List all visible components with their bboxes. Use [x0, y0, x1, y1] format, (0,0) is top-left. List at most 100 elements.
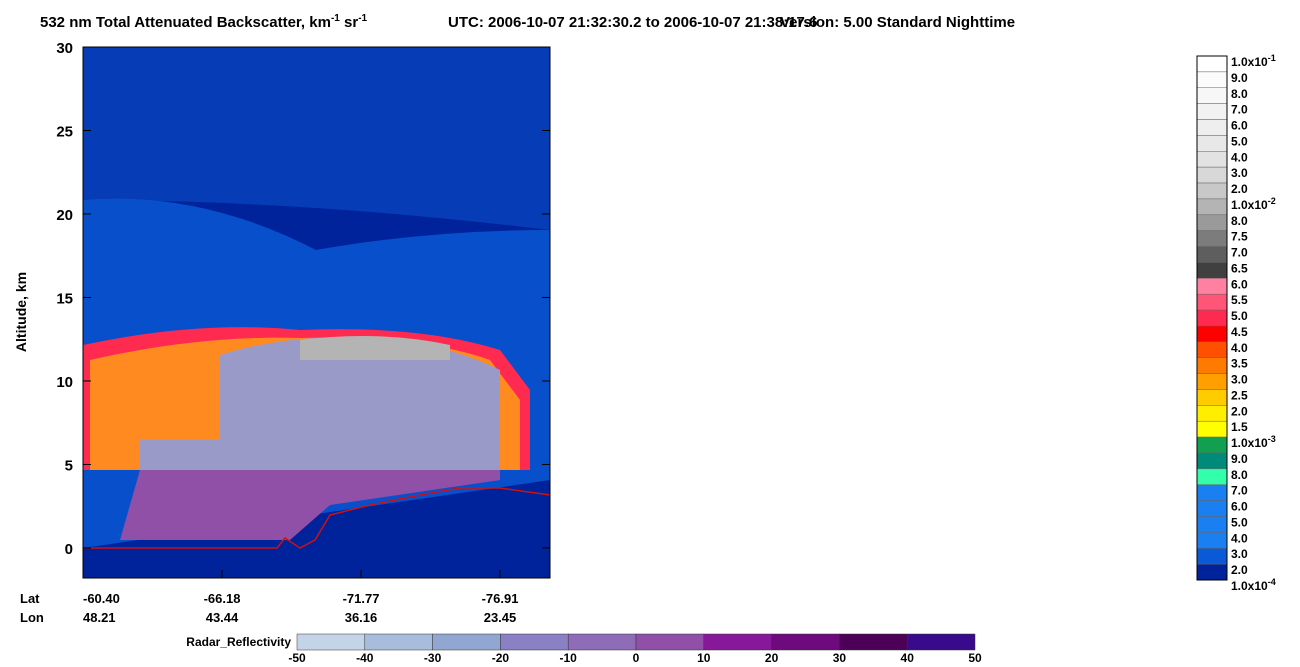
colorbar-label: 2.0 — [1231, 182, 1248, 196]
utc-range: UTC: 2006-10-07 21:32:30.2 to 2006-10-07… — [448, 14, 817, 31]
y-tick-label: 20 — [56, 207, 73, 224]
colorbar-box — [1196, 309, 1228, 327]
colorbar-label: 5.0 — [1231, 309, 1248, 323]
colorbar-label-exp: -3 — [1268, 434, 1276, 444]
radar-tick-label: 0 — [633, 651, 640, 665]
chart-title: 532 nm Total Attenuated Backscatter, km-… — [40, 13, 368, 31]
colorbar-label: 6.0 — [1231, 119, 1248, 133]
lon-label: 36.16 — [345, 610, 378, 625]
colorbar-label: 4.5 — [1231, 325, 1248, 339]
colorbar-box — [1196, 436, 1228, 454]
lat-label: -71.77 — [343, 591, 380, 606]
radar-box — [567, 633, 637, 651]
version: Version: 5.00 Standard Nighttime — [780, 14, 1015, 31]
colorbar-box — [1196, 516, 1228, 533]
colorbar-label: 1.0x10-1 — [1231, 53, 1276, 69]
colorbar-box — [1196, 563, 1228, 581]
colorbar-box — [1196, 278, 1228, 295]
noise-field — [83, 47, 550, 230]
lon-label: 48.21 — [83, 610, 116, 625]
y-tick-label: 30 — [56, 40, 73, 57]
colorbar-box — [1196, 532, 1228, 549]
colorbar-label: 7.0 — [1231, 246, 1248, 260]
colorbar-box — [1196, 325, 1228, 343]
colorbar-label: 1.0x10-3 — [1231, 434, 1276, 450]
colorbar-box — [1196, 262, 1228, 279]
radar-box — [635, 633, 705, 651]
colorbar-box — [1196, 500, 1228, 517]
colorbar-box — [1196, 103, 1228, 120]
cloud-body — [140, 337, 500, 500]
colorbar-label: 8.0 — [1231, 468, 1248, 482]
colorbar-label: 2.0 — [1231, 404, 1248, 418]
colorbar-label-exp: -1 — [1268, 53, 1276, 63]
y-tick-label: 15 — [56, 290, 73, 307]
colorbar-label: 3.0 — [1231, 547, 1248, 561]
radar-tick-label: -10 — [560, 651, 578, 665]
radar-box — [500, 633, 569, 651]
colorbar-label-base: 1.0x10 — [1231, 55, 1268, 69]
colorbar-box — [1196, 214, 1228, 231]
colorbar-box — [1196, 198, 1228, 216]
colorbar-box — [1196, 151, 1228, 168]
colorbar-box — [1196, 405, 1228, 422]
radar-tick-label: -30 — [424, 651, 442, 665]
radar-box — [296, 633, 366, 651]
x-row-name: Lon — [20, 610, 44, 625]
colorbar-box — [1196, 182, 1228, 200]
lat-label: -60.40 — [83, 591, 120, 606]
colorbar-label: 1.5 — [1231, 420, 1248, 434]
colorbar-label-base: 1.0x10 — [1231, 436, 1268, 450]
colorbar-label-exp: -4 — [1268, 577, 1276, 587]
y-axis-label: Altitude, km — [13, 272, 29, 352]
colorbar-label: 1.0x10-2 — [1231, 196, 1276, 212]
colorbar-box — [1196, 71, 1228, 89]
cloud-body — [120, 470, 500, 540]
radar-tick-label: -40 — [356, 651, 374, 665]
colorbar-box — [1196, 484, 1228, 501]
colorbar-label: 3.5 — [1231, 357, 1248, 371]
colorbar-box — [1196, 341, 1228, 358]
colorbar-box — [1196, 389, 1228, 406]
radar-tick-label: 30 — [833, 651, 847, 665]
colorbar-box — [1196, 55, 1228, 73]
title-superscript: -1 — [358, 13, 367, 24]
colorbar-label: 9.0 — [1231, 71, 1248, 85]
colorbar-label: 5.5 — [1231, 293, 1248, 307]
colorbar-label: 6.0 — [1231, 277, 1248, 291]
colorbar-box — [1196, 373, 1228, 390]
title-superscript: -1 — [331, 13, 340, 24]
colorbar-box — [1196, 357, 1228, 374]
y-tick-label: 25 — [56, 123, 73, 140]
colorbar-label: 2.5 — [1231, 388, 1248, 402]
colorbar-label: 4.0 — [1231, 531, 1248, 545]
colorbar-label: 6.0 — [1231, 500, 1248, 514]
radar-box — [432, 633, 501, 651]
radar-tick-label: 10 — [697, 651, 711, 665]
colorbar-label: 8.0 — [1231, 87, 1248, 101]
lat-label: -76.91 — [482, 591, 519, 606]
plot-frame — [82, 46, 551, 579]
surface-line — [83, 487, 551, 549]
radar-box — [771, 633, 840, 651]
radar-box — [364, 633, 433, 651]
colorbar-label: 1.0x10-4 — [1231, 577, 1276, 593]
radar-tick-label: -50 — [288, 651, 306, 665]
cloud-ice — [300, 336, 450, 360]
colorbar-label-exp: -2 — [1268, 196, 1276, 206]
colorbar-label: 7.0 — [1231, 103, 1248, 117]
colorbar-label: 5.0 — [1231, 515, 1248, 529]
radar-tick-label: 50 — [968, 651, 982, 665]
colorbar-box — [1196, 87, 1228, 104]
radar-tick-label: 20 — [765, 651, 779, 665]
colorbar-label: 9.0 — [1231, 452, 1248, 466]
colorbar-label: 3.0 — [1231, 373, 1248, 387]
colorbar-box — [1196, 293, 1228, 311]
colorbar-box — [1196, 230, 1228, 247]
curtain-plot — [82, 46, 551, 579]
colorbar-box — [1196, 246, 1228, 263]
lon-label: 43.44 — [206, 610, 239, 625]
y-tick-label: 5 — [65, 457, 73, 474]
title-text: 532 nm Total Attenuated Backscatter, km — [40, 14, 331, 31]
